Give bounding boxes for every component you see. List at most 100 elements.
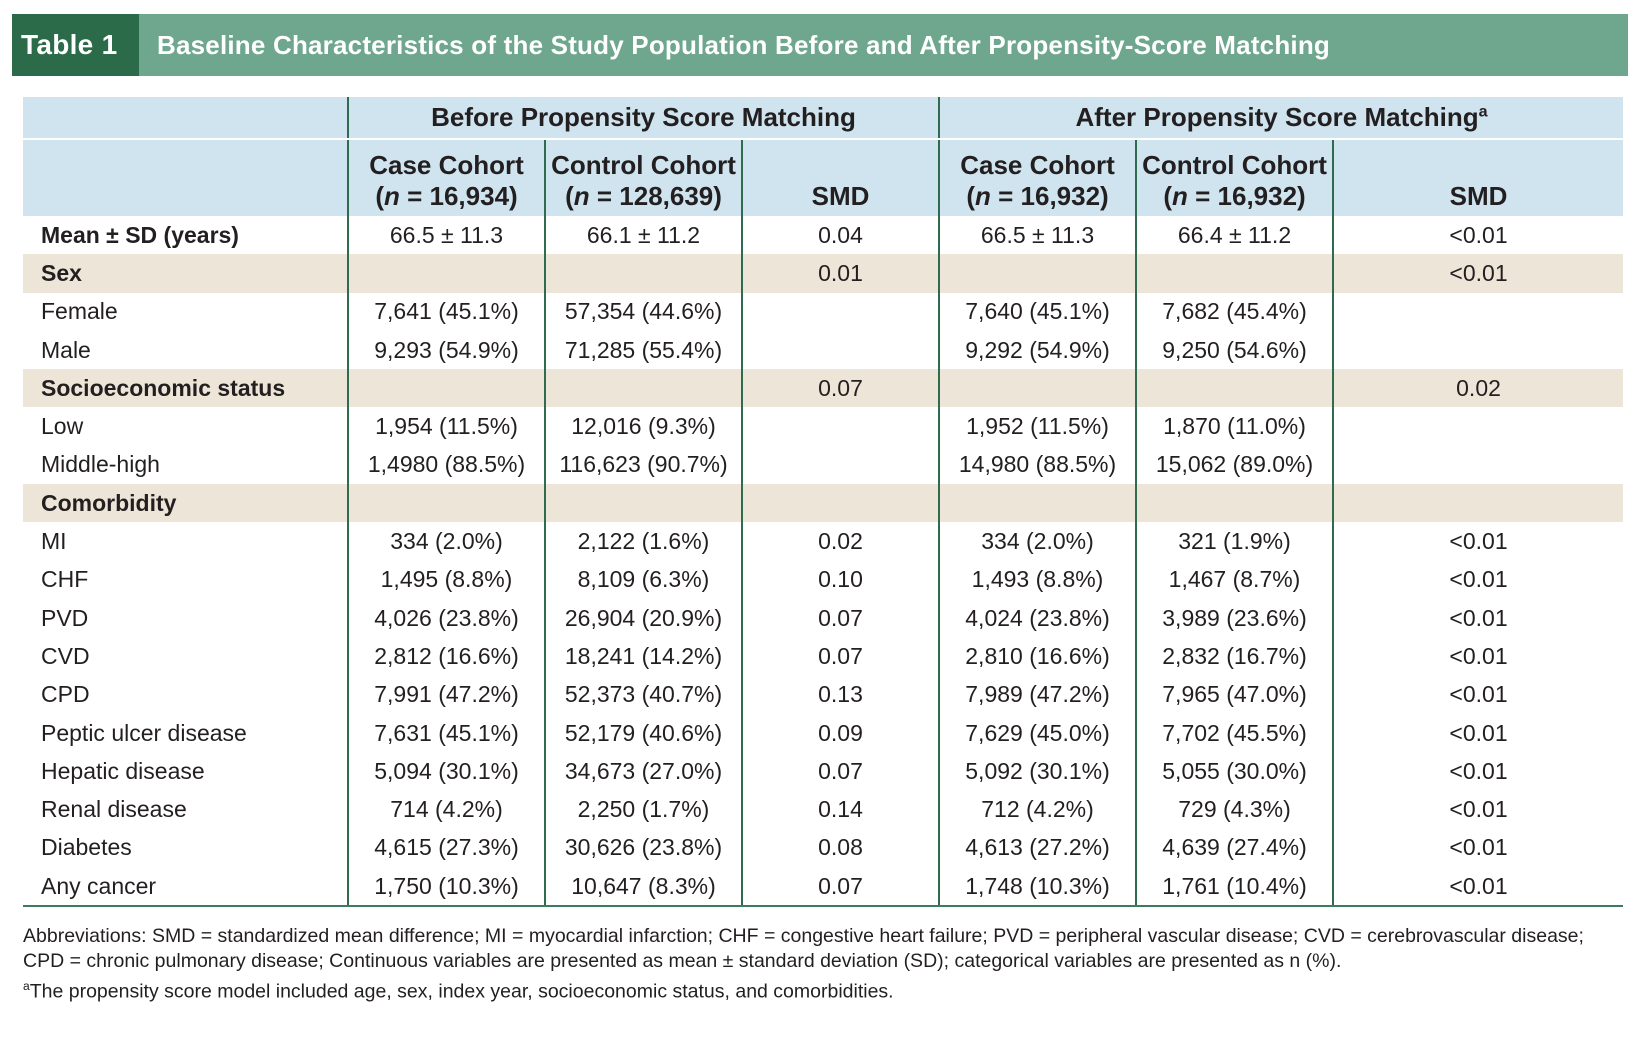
table-cell: 7,702 (45.5%) — [1135, 713, 1334, 753]
table-cell: 7,989 (47.2%) — [938, 675, 1137, 714]
table-cell: <0.01 — [1332, 216, 1624, 255]
col-name: SMD — [811, 181, 870, 211]
table-cell: 34,673 (27.0%) — [544, 752, 742, 791]
table-cell: 2,250 (1.7%) — [544, 790, 742, 829]
table-number-label: Table 1 — [12, 14, 139, 76]
table-cell: 12,016 (9.3%) — [544, 407, 742, 446]
header-before-matching: Before Propensity Score Matching — [346, 97, 940, 140]
table-cell: 4,639 (27.4%) — [1135, 828, 1334, 868]
table-cell: 0.10 — [740, 560, 940, 599]
table-cell: 334 (2.0%) — [938, 522, 1137, 561]
table-cell: 729 (4.3%) — [1135, 790, 1334, 829]
table-cell — [544, 254, 742, 293]
header-blank-2 — [23, 139, 348, 216]
table-cell: 0.02 — [740, 522, 940, 561]
col-name: Case Cohort — [960, 150, 1115, 180]
n-open: ( — [565, 181, 574, 211]
table-cell: 5,092 (30.1%) — [938, 752, 1137, 791]
table-cell: 66.5 ± 11.3 — [938, 216, 1137, 255]
table-cell: 10,647 (8.3%) — [544, 867, 742, 908]
row-label: MI — [41, 528, 67, 555]
table-cell — [740, 292, 940, 331]
table-cell: 57,354 (44.6%) — [544, 292, 742, 331]
row-label: Any cancer — [23, 867, 348, 908]
header-after-text: After Propensity Score Matching — [1075, 102, 1479, 132]
table-cell: 18,241 (14.2%) — [544, 637, 742, 676]
table-cell: <0.01 — [1332, 867, 1624, 908]
n-value: = 16,932) — [990, 181, 1109, 211]
n-var: n — [1172, 181, 1188, 211]
table-cell: 14,980 (88.5%) — [938, 445, 1137, 485]
table-cell — [347, 484, 545, 523]
table-row: Renal disease 714 (4.2%) 2,250 (1.7%) 0.14 7… — [23, 790, 1624, 829]
table-cell: 1,952 (11.5%) — [938, 407, 1137, 446]
row-label: Comorbidity — [23, 484, 348, 523]
table-cell — [1332, 292, 1624, 331]
row-label: PVD — [41, 604, 89, 631]
header-group-row: Before Propensity Score Matching After P… — [23, 97, 1624, 140]
table-cell: 2,122 (1.6%) — [544, 522, 742, 561]
table-cell — [1135, 254, 1334, 293]
table-cell: 0.07 — [740, 637, 940, 676]
table-cell — [347, 369, 545, 408]
row-label: Hepatic disease — [41, 757, 205, 784]
table-cell: 321 (1.9%) — [1135, 522, 1334, 561]
table-cell: 1,4980 (88.5%) — [347, 445, 545, 485]
row-label: Sex — [23, 254, 348, 293]
table-cell: <0.01 — [1332, 828, 1624, 868]
table-row: Male 9,293 (54.9%) 71,285 (55.4%) 9,292 (54… — [23, 330, 1624, 370]
table-row: MI 334 (2.0%) 2,122 (1.6%) 0.02 334 (2.0%) 32… — [23, 522, 1624, 561]
table-cell — [1332, 445, 1624, 485]
table-cell: 8,109 (6.3%) — [544, 560, 742, 599]
table-cell: 9,292 (54.9%) — [938, 330, 1137, 370]
table-cell: 2,812 (16.6%) — [347, 637, 545, 676]
col-header-after-control: Control Cohort (n = 16,932) — [1135, 139, 1334, 216]
table-cell: 0.14 — [740, 790, 940, 829]
row-label: Socioeconomic status — [23, 369, 348, 408]
table-cell: 0.08 — [740, 828, 940, 868]
table-cell: 1,748 (10.3%) — [938, 867, 1137, 908]
table-cell — [740, 407, 940, 446]
table-cell: <0.01 — [1332, 522, 1624, 561]
table-cell — [1135, 484, 1334, 523]
header-blank — [23, 97, 348, 140]
table-cell — [938, 254, 1137, 293]
table-cell: 52,179 (40.6%) — [544, 713, 742, 753]
table-cell: 1,870 (11.0%) — [1135, 407, 1334, 446]
col-name: SMD — [1449, 181, 1508, 211]
table-row: Low 1,954 (11.5%) 12,016 (9.3%) 1,952 (11.5… — [23, 407, 1624, 446]
table-cell — [740, 330, 940, 370]
table-cell: 714 (4.2%) — [347, 790, 545, 829]
table-cell: 712 (4.2%) — [938, 790, 1137, 829]
table-cell: <0.01 — [1332, 752, 1624, 791]
table-cell: 9,250 (54.6%) — [1135, 330, 1334, 370]
table-cell: 1,493 (8.8%) — [938, 560, 1137, 599]
header-before-text: Before Propensity Score Matching — [431, 102, 856, 132]
table-cell: 7,641 (45.1%) — [347, 292, 545, 331]
table-title: Baseline Characteristics of the Study Po… — [157, 29, 1331, 60]
header-after-matching: After Propensity Score Matchinga — [938, 97, 1624, 140]
table-cell: 7,629 (45.0%) — [938, 713, 1137, 753]
table-cell: 1,467 (8.7%) — [1135, 560, 1334, 599]
table-cell: <0.01 — [1332, 637, 1624, 676]
table-cell — [544, 484, 742, 523]
table-row: PVD 4,026 (23.8%) 26,904 (20.9%) 0.07 4,024 … — [23, 598, 1624, 638]
table-row: CHF 1,495 (8.8%) 8,109 (6.3%) 0.10 1,493 (8.… — [23, 560, 1624, 599]
table-cell: 5,055 (30.0%) — [1135, 752, 1334, 791]
row-label: Male — [41, 336, 91, 363]
table-cell: 30,626 (23.8%) — [544, 828, 742, 868]
propensity-note-text: The propensity score model included age,… — [29, 980, 894, 1003]
col-header-before-case: Case Cohort (n = 16,934) — [347, 139, 545, 216]
table-cell: 2,832 (16.7%) — [1135, 637, 1334, 676]
table-cell — [1332, 330, 1624, 370]
table-cell: 4,613 (27.2%) — [938, 828, 1137, 868]
table-cell: 1,761 (10.4%) — [1135, 867, 1334, 908]
table-cell — [544, 369, 742, 408]
table-cell — [938, 484, 1137, 523]
table-row: Comorbidity — [23, 484, 1624, 523]
propensity-note: aThe propensity score model included age… — [23, 974, 1628, 1005]
n-var: n — [383, 181, 400, 211]
row-label: Female — [41, 298, 118, 325]
n-open: ( — [1163, 181, 1172, 211]
table-body: Mean ± SD (years) 66.5 ± 11.3 66.1 ± 11.2 0… — [23, 216, 1624, 908]
